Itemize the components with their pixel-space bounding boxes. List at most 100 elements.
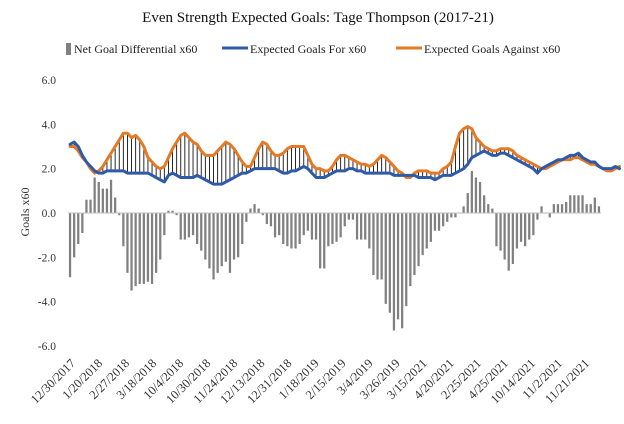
net-diff-bar <box>355 213 359 240</box>
y-tick-label: -2.0 <box>38 252 56 264</box>
net-diff-bar <box>77 213 80 245</box>
y-axis-ticks: 6.0 4.0 2.0 0.0 -2.0 -4.0 -6.0 <box>38 75 56 353</box>
net-diff-bar <box>417 213 420 267</box>
xg-for-line <box>68 140 621 186</box>
net-diff-bar <box>331 213 334 245</box>
net-diff-bar <box>466 193 469 213</box>
xg-against-line <box>68 125 621 180</box>
y-tick-label: 2.0 <box>42 164 57 176</box>
net-diff-bar <box>372 213 375 276</box>
net-diff-bar <box>409 213 412 287</box>
net-diff-bar <box>565 201 568 213</box>
net-diff-bar <box>89 199 92 213</box>
net-diff-bar <box>442 213 445 227</box>
net-diff-bar <box>360 213 363 240</box>
net-diff-bar <box>392 213 396 331</box>
net-diff-bar <box>265 213 268 225</box>
net-diff-bar <box>282 213 285 245</box>
net-diff-bar <box>597 206 601 213</box>
net-diff-bar <box>515 213 519 249</box>
net-diff-bar <box>462 206 465 213</box>
net-diff-bar <box>585 204 588 213</box>
net-diff-bar <box>519 213 523 242</box>
net-diff-bar <box>368 213 371 249</box>
net-diff-bar <box>511 213 514 264</box>
net-diff-bar <box>109 179 113 213</box>
net-diff-bar <box>302 213 305 236</box>
net-diff-bar <box>314 213 318 240</box>
net-diff-bar <box>253 204 256 213</box>
net-diff-bar <box>134 213 137 287</box>
net-diff-bar <box>347 213 350 220</box>
net-diff-bar <box>237 213 240 258</box>
net-diff-bar <box>581 195 584 213</box>
net-diff-bar <box>380 213 383 280</box>
net-diff-bar <box>306 213 309 231</box>
net-diff-bar <box>450 213 453 218</box>
net-diff-bar <box>220 213 223 267</box>
net-diff-bar <box>150 213 154 284</box>
net-diff-bar <box>159 213 162 260</box>
legend-xgf-label: Expected Goals For x60 <box>250 42 366 56</box>
net-diff-bar <box>491 208 494 213</box>
net-diff-bar <box>487 204 490 213</box>
net-diff-bar <box>495 213 498 247</box>
net-diff-bar <box>93 177 96 213</box>
net-diff-bar <box>171 210 174 213</box>
net-diff-bar <box>536 213 539 220</box>
net-diff-bar <box>257 208 260 213</box>
y-axis-label: Goals x60 <box>18 188 32 237</box>
net-diff-bar <box>183 213 186 240</box>
legend-xga-label: Expected Goals Against x60 <box>424 42 560 56</box>
net-diff-bar <box>146 213 150 282</box>
net-diff-bar <box>200 213 203 251</box>
net-diff-bar <box>573 195 576 213</box>
net-diff-bar <box>388 213 391 313</box>
chart-title: Even Strength Expected Goals: Tage Thomp… <box>142 10 494 26</box>
net-diff-bar <box>179 213 182 240</box>
net-diff-bar <box>405 213 408 307</box>
net-diff-bar <box>216 213 219 273</box>
net-diff-bar <box>548 213 551 218</box>
y-tick-label: 6.0 <box>42 75 57 87</box>
net-diff-bar <box>191 213 195 236</box>
net-diff-bar <box>532 213 535 236</box>
x-axis-ticks: 12/30/20171/20/20182/27/20183/18/201810/… <box>28 356 592 406</box>
net-diff-bar <box>142 213 145 284</box>
net-diff-bar <box>187 213 191 238</box>
net-diff-bar <box>589 204 592 213</box>
net-diff-bar <box>552 204 555 213</box>
net-diff-bar <box>130 213 133 291</box>
xg-lines <box>68 125 621 186</box>
net-diff-bar <box>175 213 178 216</box>
net-diff-bar <box>118 213 121 216</box>
net-diff-bar <box>556 204 560 213</box>
y-tick-label: 4.0 <box>42 119 57 131</box>
net-diff-bars <box>68 170 601 331</box>
net-diff-bar <box>474 177 478 213</box>
net-diff-bar <box>290 213 293 249</box>
net-diff-bar <box>163 213 166 236</box>
net-diff-bar <box>446 213 449 222</box>
net-diff-bar <box>261 213 264 216</box>
net-diff-bar <box>273 213 277 238</box>
net-diff-bar <box>245 213 248 222</box>
net-diff-bar <box>224 213 227 262</box>
net-diff-bar <box>319 213 322 269</box>
net-diff-bar <box>212 213 215 280</box>
net-diff-bar <box>503 213 506 260</box>
net-diff-bar <box>323 213 326 269</box>
net-diff-bar <box>540 206 543 213</box>
net-diff-bar <box>364 213 367 240</box>
net-diff-bar <box>351 213 355 220</box>
net-diff-bar <box>384 213 387 304</box>
net-diff-bar <box>437 213 441 231</box>
net-diff-bar <box>155 213 158 273</box>
legend-bar-swatch <box>66 43 71 55</box>
net-diff-bar <box>433 213 437 231</box>
net-diff-bar <box>421 213 424 256</box>
net-diff-bar <box>196 213 199 245</box>
net-diff-bar <box>294 213 297 249</box>
net-diff-bar <box>286 213 289 247</box>
